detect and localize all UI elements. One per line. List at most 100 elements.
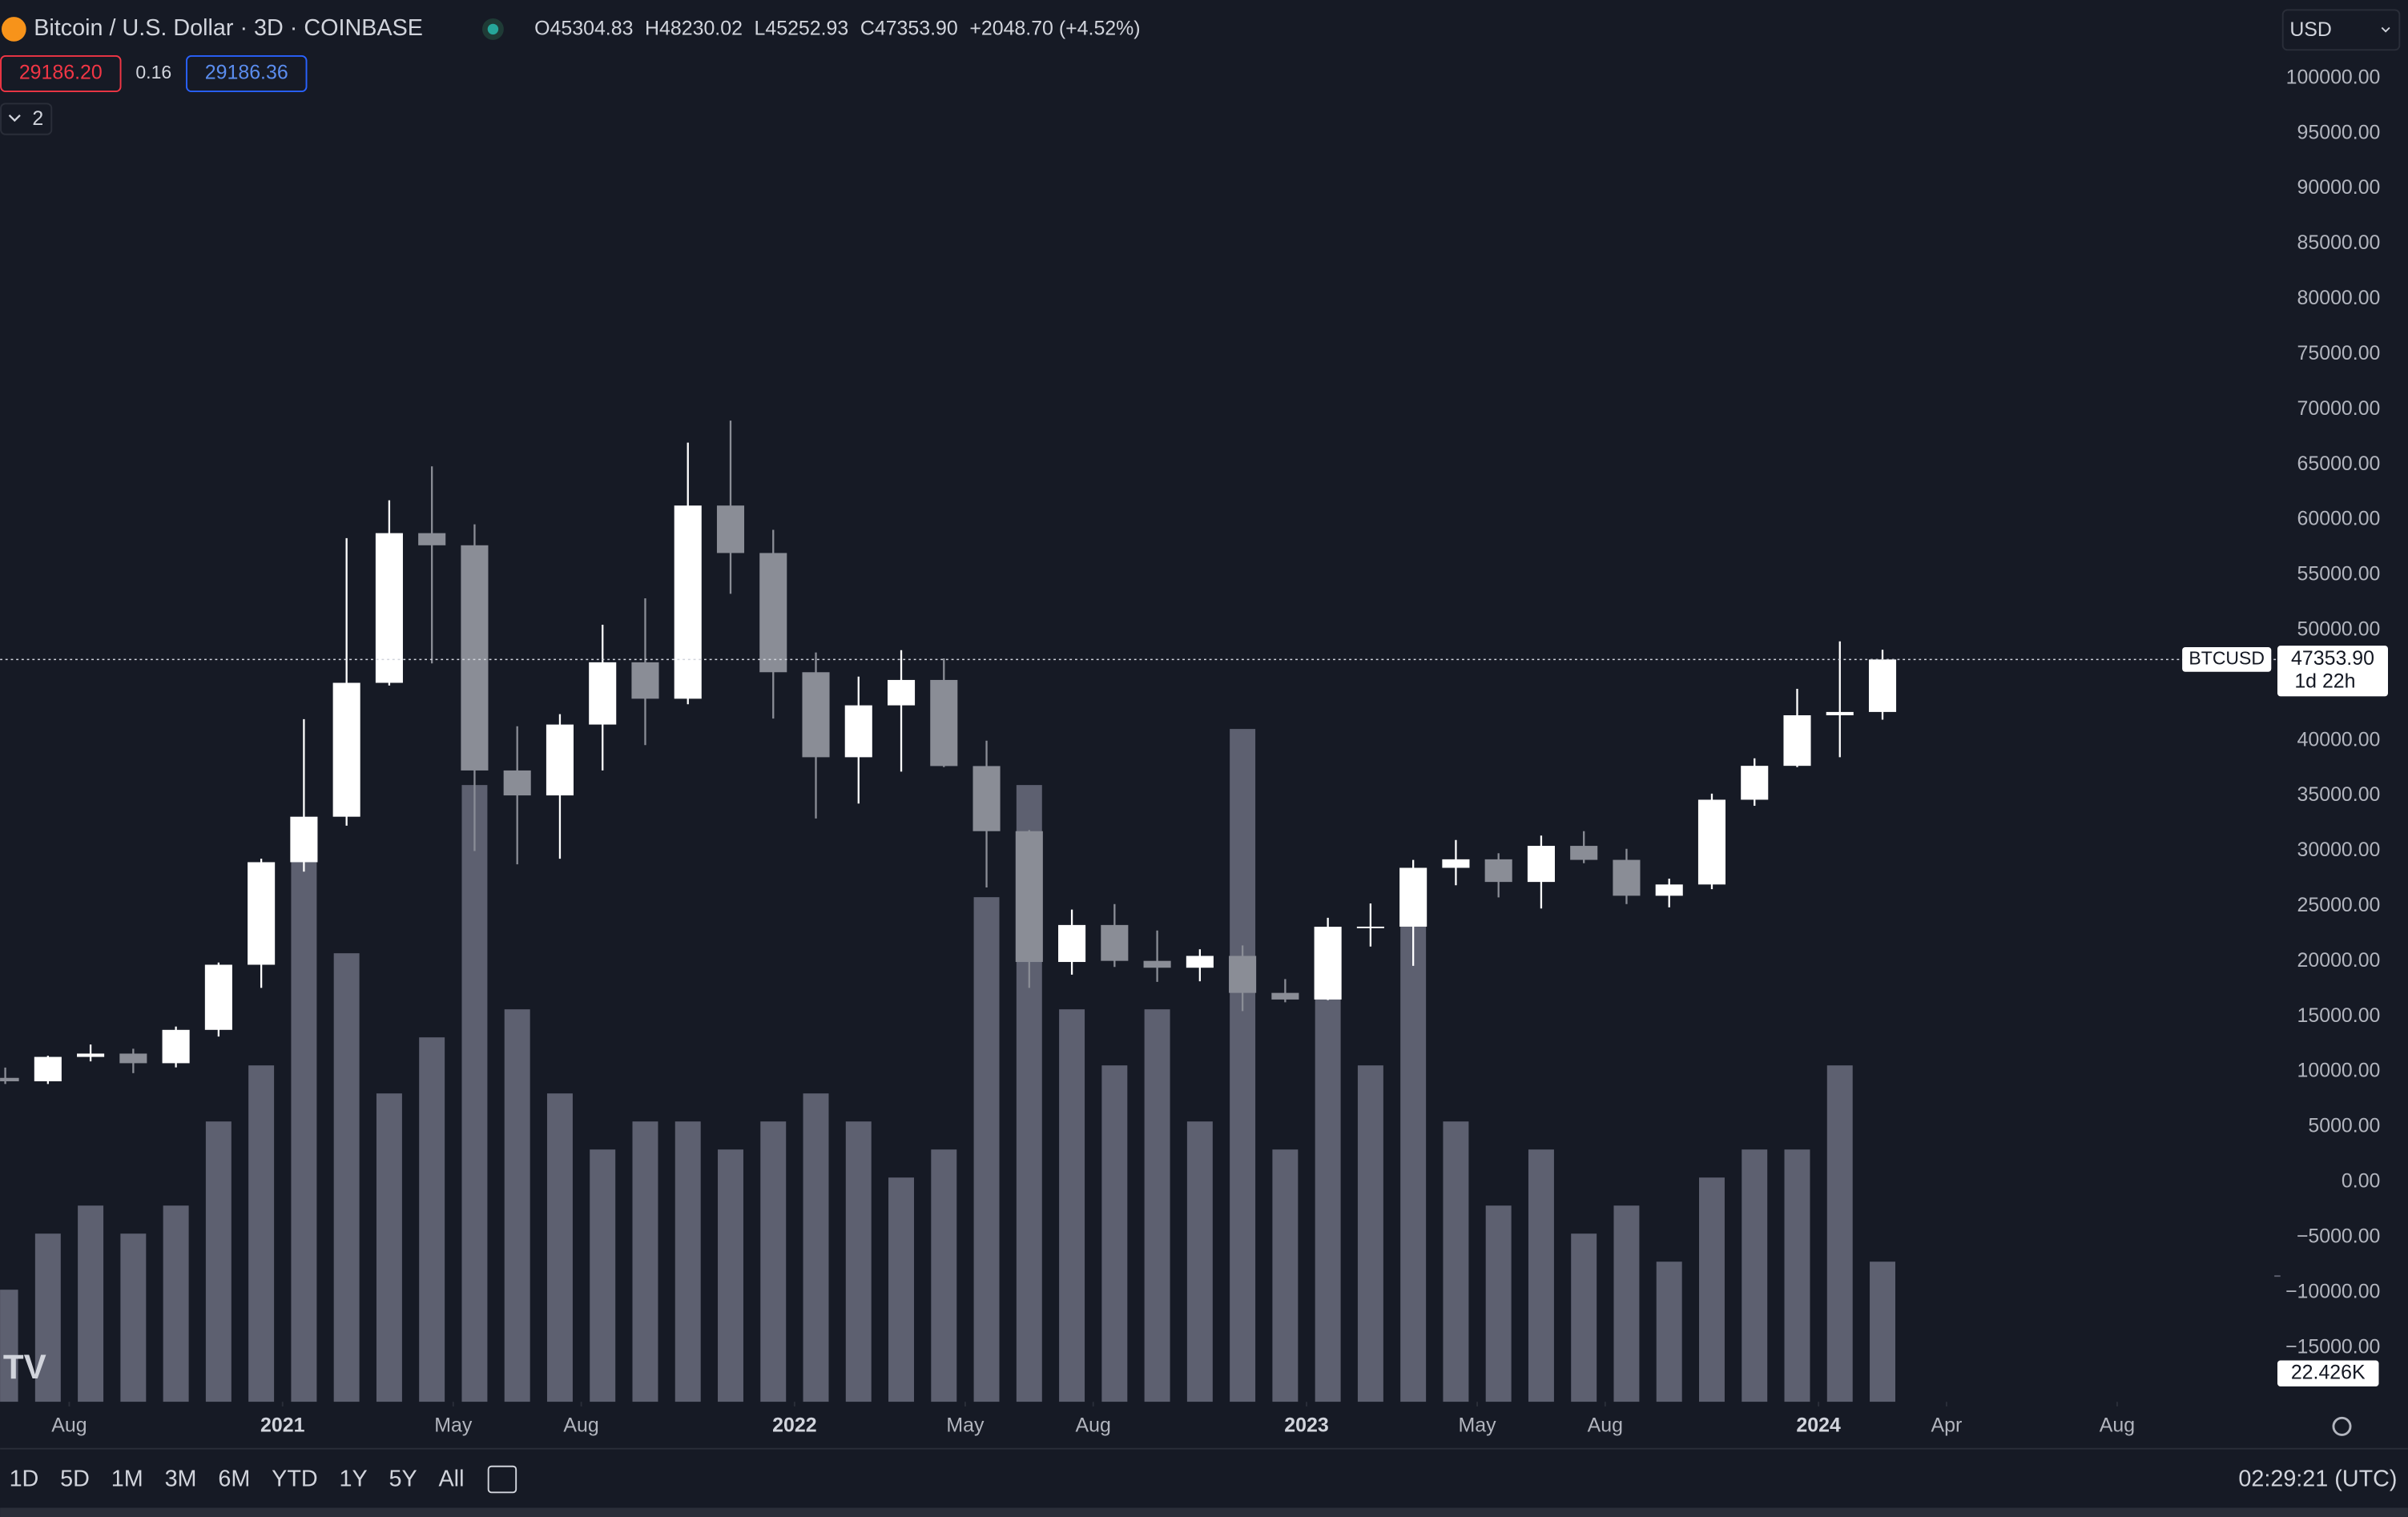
candle-body <box>716 505 745 553</box>
x-tick-label: May <box>434 1414 473 1436</box>
ohlc-label: C <box>860 17 875 39</box>
settings-icon[interactable] <box>2332 1416 2352 1436</box>
indicator-toggle[interactable] <box>0 103 53 135</box>
volume-bar <box>845 1121 872 1402</box>
plot-area <box>0 420 2281 1402</box>
y-tick-label: 0.00 <box>2342 1170 2380 1193</box>
candle-body <box>248 862 276 965</box>
y-tick-label: 20000.00 <box>2297 949 2381 972</box>
candle-body <box>418 533 446 545</box>
y-tick-label: −15000.00 <box>2285 1335 2380 1358</box>
volume-bar <box>1613 1205 1640 1402</box>
countdown: 1d 22h <box>2294 670 2355 693</box>
volume-bar <box>1528 1149 1554 1402</box>
symbol-title: Bitcoin / U.S. Dollar · 3D · COINBASE <box>34 15 423 41</box>
volume-bar <box>1230 729 1256 1402</box>
change: +2048.70 (+4.52%) <box>969 17 1140 39</box>
volume-bar <box>1400 925 1427 1402</box>
candle-body <box>1143 960 1171 968</box>
y-tick-label: 50000.00 <box>2297 618 2381 640</box>
candle-body <box>972 766 1001 831</box>
volume-bar <box>78 1205 104 1402</box>
volume-bar <box>1059 1009 1085 1402</box>
candle-body <box>375 533 403 683</box>
spread: 0.16 <box>135 62 171 82</box>
candle-body <box>0 1077 19 1082</box>
candle-body <box>119 1053 147 1064</box>
candle-body <box>1613 859 1641 896</box>
volume-bar <box>1742 1149 1768 1402</box>
range-button[interactable]: 6M <box>218 1467 250 1492</box>
candle-body <box>1527 846 1555 883</box>
range-button[interactable]: 1M <box>111 1467 143 1492</box>
volume-bar <box>1698 1177 1725 1402</box>
candle-body <box>162 1029 190 1064</box>
range-button[interactable]: 1D <box>10 1467 39 1492</box>
volume-bar <box>1357 1065 1383 1402</box>
goto-date-icon[interactable] <box>487 1465 517 1494</box>
candle-body <box>77 1053 105 1057</box>
y-tick-label: 5000.00 <box>2308 1115 2380 1137</box>
sell-price[interactable]: 29186.20 <box>19 62 103 84</box>
y-tick-label: 35000.00 <box>2297 783 2381 806</box>
candle-body <box>1442 859 1470 868</box>
y-tick-label: 15000.00 <box>2297 1004 2381 1027</box>
volume-bar <box>1443 1121 1469 1402</box>
range-button[interactable]: 5D <box>60 1467 90 1492</box>
volume-bar <box>888 1177 915 1402</box>
x-tick-label: Aug <box>51 1414 87 1436</box>
ohlc: O45304.83 H48230.02 L45252.93 C47353.90 … <box>534 17 1140 39</box>
candle-body <box>1271 992 1299 1000</box>
volume-bar <box>674 1121 701 1402</box>
x-tick-label: 2024 <box>1796 1414 1841 1436</box>
range-button[interactable]: 3M <box>165 1467 197 1492</box>
sell-button[interactable] <box>0 55 122 93</box>
volume-bar <box>34 1233 61 1402</box>
ohlc-value: 45304.83 <box>550 17 634 39</box>
range-button[interactable]: YTD <box>272 1467 318 1492</box>
candle-body <box>290 816 318 863</box>
range-button[interactable]: 1Y <box>339 1467 367 1492</box>
status-dot <box>487 23 499 35</box>
logo: TV <box>3 1348 46 1386</box>
range-button[interactable]: All <box>439 1467 465 1492</box>
y-tick-label: 80000.00 <box>2297 287 2381 309</box>
currency-select[interactable] <box>2281 9 2401 51</box>
volume-bar <box>632 1121 658 1402</box>
candle-body <box>1741 766 1769 800</box>
volume-bar <box>718 1149 743 1402</box>
candle-body <box>1697 799 1726 885</box>
y-tick-label: 95000.00 <box>2297 121 2381 143</box>
range-button[interactable]: 5Y <box>389 1467 417 1492</box>
y-tick-label: −5000.00 <box>2297 1225 2381 1247</box>
candle-body <box>1101 924 1129 961</box>
y-tick-label: 55000.00 <box>2297 563 2381 585</box>
volume-bar <box>931 1149 957 1402</box>
symbol-tag: BTCUSD <box>2189 647 2265 668</box>
currency[interactable]: USD <box>2289 18 2332 41</box>
y-tick-label: 100000.00 <box>2286 66 2381 88</box>
y-tick-label: 85000.00 <box>2297 231 2381 254</box>
candle-body <box>1826 711 1854 716</box>
volume-bar <box>504 1009 530 1402</box>
y-tick-label: 75000.00 <box>2297 342 2381 364</box>
buy-button[interactable] <box>186 55 308 93</box>
symbol-tag-bg <box>2182 647 2272 672</box>
volume-bar <box>120 1233 147 1402</box>
chevron <box>8 114 21 123</box>
candle-body <box>1655 884 1683 896</box>
volume-bar <box>419 1037 445 1402</box>
volume-bar <box>1144 1009 1170 1402</box>
price-tag: 47353.90 <box>2291 647 2374 670</box>
indicator-count[interactable]: 2 <box>32 107 43 130</box>
x-tick-label: 2022 <box>772 1414 816 1436</box>
candle-body <box>1058 924 1086 963</box>
volume-bar <box>1101 1065 1128 1402</box>
volume-bar <box>461 785 488 1402</box>
buy-price[interactable]: 29186.36 <box>205 62 288 84</box>
candle-body <box>34 1056 62 1082</box>
candle-body <box>461 545 489 771</box>
volume-bar <box>973 897 1000 1402</box>
candle-body <box>503 770 531 796</box>
volume-bar <box>333 953 360 1402</box>
